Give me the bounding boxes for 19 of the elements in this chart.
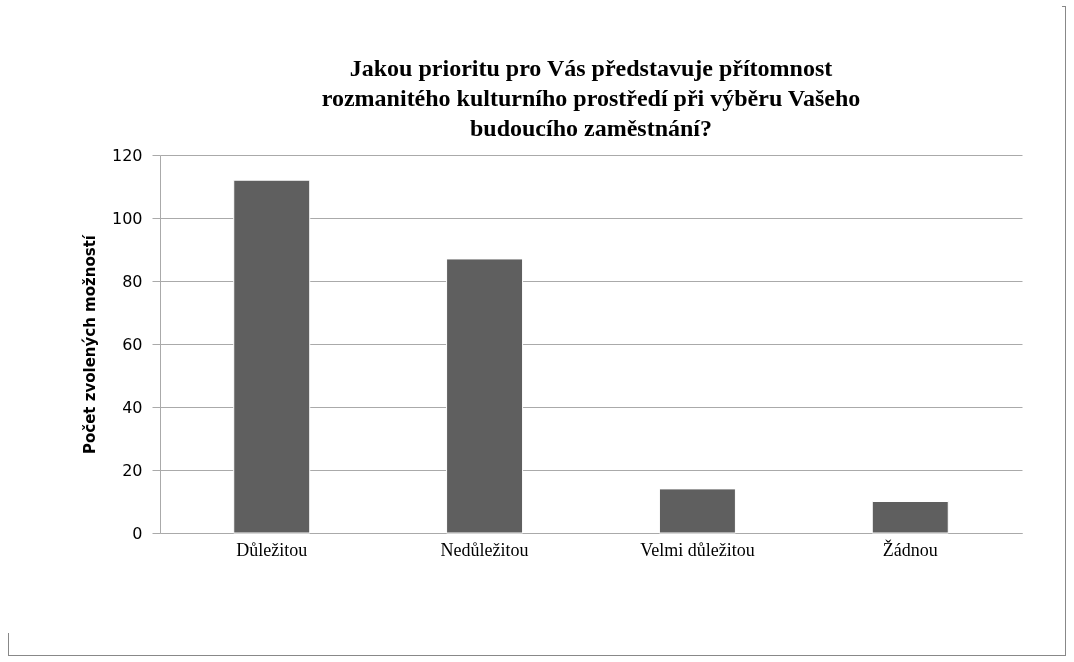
- y-tick-label: 100: [111, 208, 143, 228]
- bar: [658, 488, 736, 534]
- y-tick-label: 0: [132, 523, 143, 543]
- y-tick-label: 80: [122, 271, 143, 291]
- y-tick-label: 40: [122, 397, 143, 417]
- bar: [446, 258, 524, 534]
- text: budoucího zaměstnání?: [469, 115, 713, 141]
- text: rozmanitého kulturního prostředí při výběru Vašeho: [321, 85, 861, 111]
- x-tick-label: Nedůležitou: [440, 539, 529, 560]
- y-tick-label: 60: [122, 334, 143, 354]
- y-tick-label: 20: [122, 460, 143, 480]
- y-axis-title: Počet zvolených možností: [80, 234, 99, 455]
- text: Jakou prioritu pro Vás představuje přítomnost: [349, 55, 833, 81]
- bar: [871, 501, 949, 534]
- bar: [233, 179, 311, 534]
- x-tick-label: Důležitou: [236, 539, 308, 560]
- x-tick-label: Velmi důležitou: [640, 539, 755, 560]
- x-tick-label: Žádnou: [882, 538, 938, 560]
- y-tick-label: 120: [111, 145, 143, 165]
